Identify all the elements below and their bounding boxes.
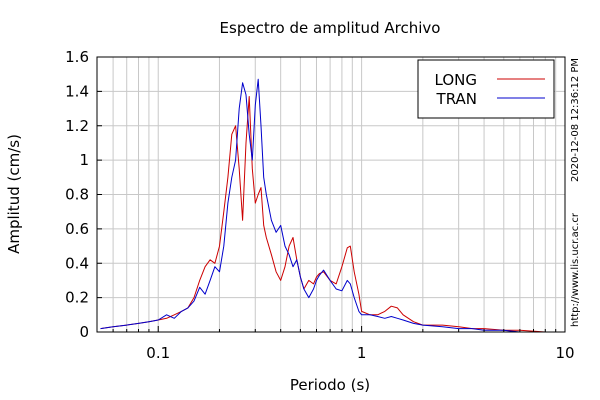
x-tick-label: 10 <box>555 344 574 362</box>
series-lines <box>100 78 565 333</box>
y-tick-label: 1 <box>79 151 89 169</box>
series-line-tran <box>100 78 565 333</box>
timestamp-text: 2020-12-08 12:36:12 PM <box>570 58 581 182</box>
grid <box>96 56 566 333</box>
y-tick-label: 0 <box>79 323 89 341</box>
y-tick-label: 0.2 <box>65 289 89 307</box>
x-tick-label: 1 <box>357 344 367 362</box>
y-tick-label: 0.4 <box>65 254 89 272</box>
legend-label-tran: TRAN <box>436 90 477 108</box>
legend: LONG TRAN <box>417 59 555 119</box>
y-tick-label: 1.4 <box>65 82 89 100</box>
y-axis-label: Amplitud (cm/s) <box>5 134 23 254</box>
x-tick-label: 0.1 <box>146 344 170 362</box>
axis-ticks: 0 0.2 0.4 0.6 0.8 1 1.2 1.4 1.6 0.1 1 10 <box>65 48 574 362</box>
legend-box <box>417 59 555 119</box>
y-tick-label: 1.6 <box>65 48 89 66</box>
legend-label-long: LONG <box>435 71 477 89</box>
source-url-text: http://www.lis.ucr.ac.cr <box>570 212 581 327</box>
chart-title: Espectro de amplitud Archivo <box>220 19 441 37</box>
series-line-long <box>100 96 565 333</box>
y-tick-label: 1.2 <box>65 117 89 135</box>
y-tick-label: 0.8 <box>65 186 89 204</box>
x-axis-label: Periodo (s) <box>290 376 370 394</box>
y-tick-label: 0.6 <box>65 220 89 238</box>
